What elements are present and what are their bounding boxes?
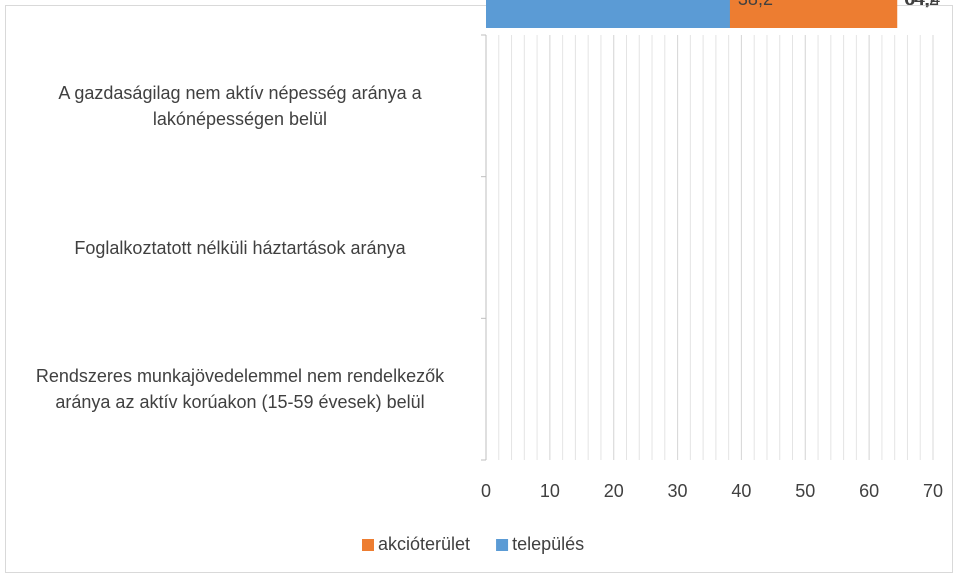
x-tick-label: 60 [859,481,879,501]
x-tick-label: 30 [668,481,688,501]
category-label: Rendszeres munkajövedelemmel nem rendelk… [35,366,445,413]
legend-label: település [512,534,584,554]
x-tick-label: 70 [923,481,943,501]
x-tick-label: 40 [731,481,751,501]
x-tick-label: 20 [604,481,624,501]
bar [486,0,730,28]
category-label: A gazdaságilag nem aktív népesség aránya… [58,82,422,129]
legend-label: akcióterület [378,534,470,554]
x-tick-label: 50 [795,481,815,501]
legend-swatch [362,539,374,551]
chart-border [5,5,953,573]
legend-swatch [496,539,509,551]
x-tick-label: 0 [481,481,491,501]
category-label: Foglalkoztatott nélküli háztartások arán… [74,237,406,258]
value-label: 38,2 [738,0,773,9]
value-label: 64,2 [904,0,939,9]
x-tick-label: 10 [540,481,560,501]
value-label: 64,4 [905,0,940,9]
